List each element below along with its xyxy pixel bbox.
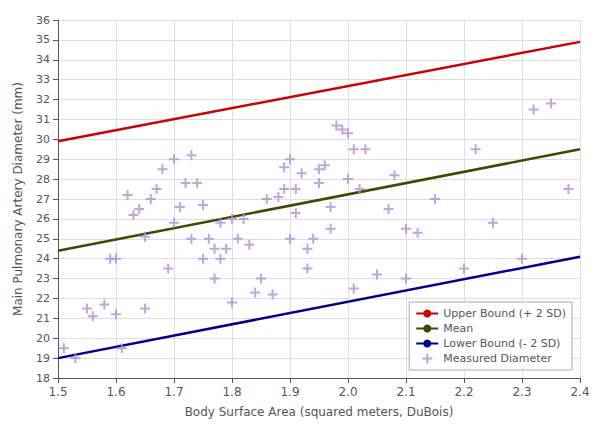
svg-text:Upper Bound (+ 2 SD): Upper Bound (+ 2 SD) xyxy=(443,307,566,320)
svg-text:20: 20 xyxy=(36,332,50,345)
svg-text:2.1: 2.1 xyxy=(396,385,415,399)
svg-text:34: 34 xyxy=(36,53,50,66)
svg-text:25: 25 xyxy=(36,232,50,245)
svg-text:22: 22 xyxy=(36,292,50,305)
svg-text:2.3: 2.3 xyxy=(512,385,531,399)
svg-text:31: 31 xyxy=(36,113,50,126)
svg-text:2.4: 2.4 xyxy=(570,385,589,399)
svg-text:1.6: 1.6 xyxy=(106,385,125,399)
svg-text:1.7: 1.7 xyxy=(164,385,183,399)
svg-text:21: 21 xyxy=(36,312,50,325)
svg-text:33: 33 xyxy=(36,73,50,86)
svg-text:32: 32 xyxy=(36,93,50,106)
svg-text:Main Pulmonary Artery Diameter: Main Pulmonary Artery Diameter (mm) xyxy=(11,82,25,316)
svg-text:1.5: 1.5 xyxy=(48,385,67,399)
svg-text:29: 29 xyxy=(36,153,50,166)
svg-text:Mean: Mean xyxy=(443,322,473,335)
svg-text:36: 36 xyxy=(36,14,50,27)
svg-text:2.2: 2.2 xyxy=(454,385,473,399)
svg-text:27: 27 xyxy=(36,193,50,206)
svg-text:Measured Diameter: Measured Diameter xyxy=(443,352,552,365)
svg-text:Lower Bound (- 2 SD): Lower Bound (- 2 SD) xyxy=(443,337,560,350)
svg-text:30: 30 xyxy=(36,133,50,146)
svg-text:2.0: 2.0 xyxy=(338,385,357,399)
svg-text:35: 35 xyxy=(36,33,50,46)
svg-text:23: 23 xyxy=(36,272,50,285)
svg-text:1.9: 1.9 xyxy=(280,385,299,399)
svg-text:28: 28 xyxy=(36,173,50,186)
svg-text:24: 24 xyxy=(36,252,50,265)
svg-text:19: 19 xyxy=(36,352,50,365)
svg-text:18: 18 xyxy=(36,372,50,385)
svg-text:26: 26 xyxy=(36,212,50,225)
svg-text:Body Surface Area (squared met: Body Surface Area (squared meters, DuBoi… xyxy=(185,405,454,419)
svg-text:1.8: 1.8 xyxy=(222,385,241,399)
